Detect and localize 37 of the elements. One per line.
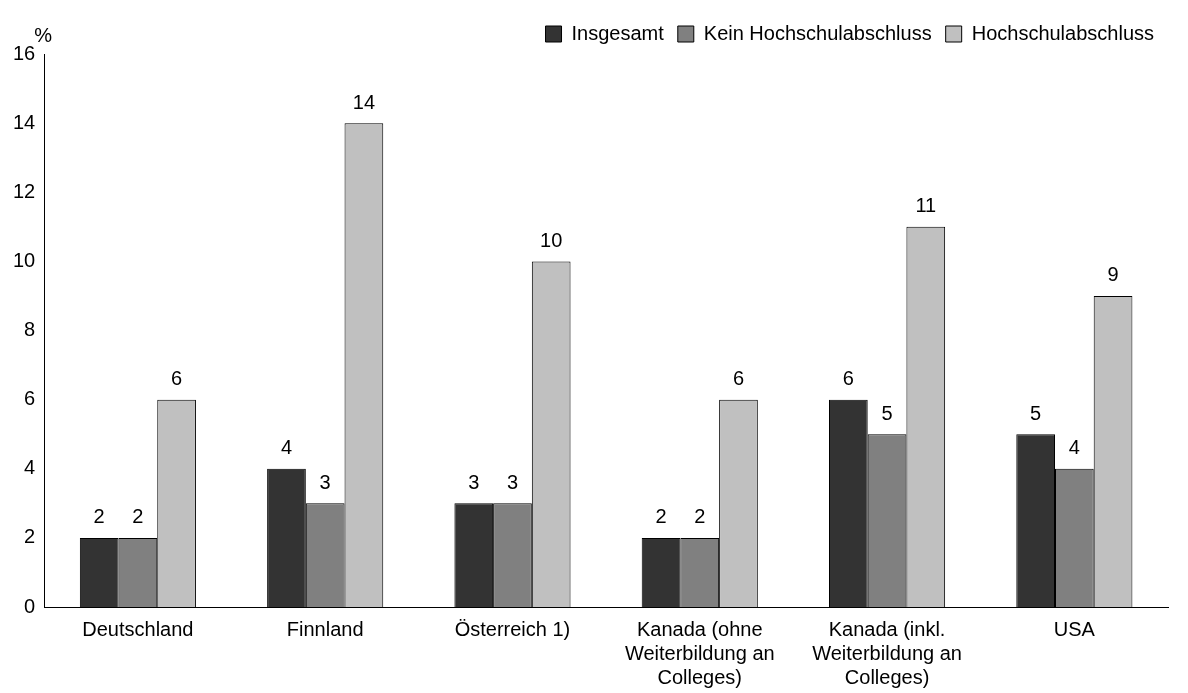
data-label: 4 xyxy=(280,436,293,459)
data-label: 2 xyxy=(93,505,105,528)
data-label: 3 xyxy=(319,470,331,493)
y-tick-label: 2 xyxy=(24,525,36,548)
data-label: 10 xyxy=(540,228,563,251)
data-label: 6 xyxy=(732,367,745,390)
data-label: 2 xyxy=(655,505,667,528)
data-label: 6 xyxy=(171,367,183,390)
x-tick-label: Kanada (ohne Weiterbildung an Colleges) xyxy=(624,617,775,688)
y-tick-label: 10 xyxy=(13,248,36,271)
data-label: 11 xyxy=(915,194,937,217)
x-tick-label: USA xyxy=(1053,617,1096,640)
data-label: 2 xyxy=(694,505,706,528)
data-label: 3 xyxy=(506,470,519,493)
y-tick-label: 12 xyxy=(13,179,36,202)
y-axis-title: % xyxy=(34,23,53,46)
legend-label: Insgesamt xyxy=(571,21,665,44)
x-tick-label: Finnland xyxy=(286,617,364,640)
data-label: 3 xyxy=(468,470,480,493)
data-label: 4 xyxy=(1068,436,1080,459)
x-tick-label: Deutschland xyxy=(82,617,194,640)
data-label: 6 xyxy=(842,367,854,390)
y-tick-label: 0 xyxy=(24,594,36,617)
legend-label: Kein Hochschulabschluss xyxy=(703,21,932,44)
y-tick-label: 14 xyxy=(13,110,36,133)
y-tick-label: 16 xyxy=(13,41,36,64)
data-label: 14 xyxy=(352,90,376,113)
y-tick-label: 4 xyxy=(24,456,36,479)
x-tick-label: Kanada (inkl. Weiterbildung an Colleges) xyxy=(812,617,962,688)
data-label: 9 xyxy=(1107,263,1119,286)
data-label: 5 xyxy=(881,401,893,424)
legend-label: Hochschulabschluss xyxy=(971,21,1155,44)
x-tick-label: Österreich 1) xyxy=(454,617,571,640)
y-tick-label: 6 xyxy=(24,387,36,410)
y-tick-label: 8 xyxy=(24,318,36,341)
data-label: 2 xyxy=(132,505,144,528)
data-label: 5 xyxy=(1030,401,1042,424)
